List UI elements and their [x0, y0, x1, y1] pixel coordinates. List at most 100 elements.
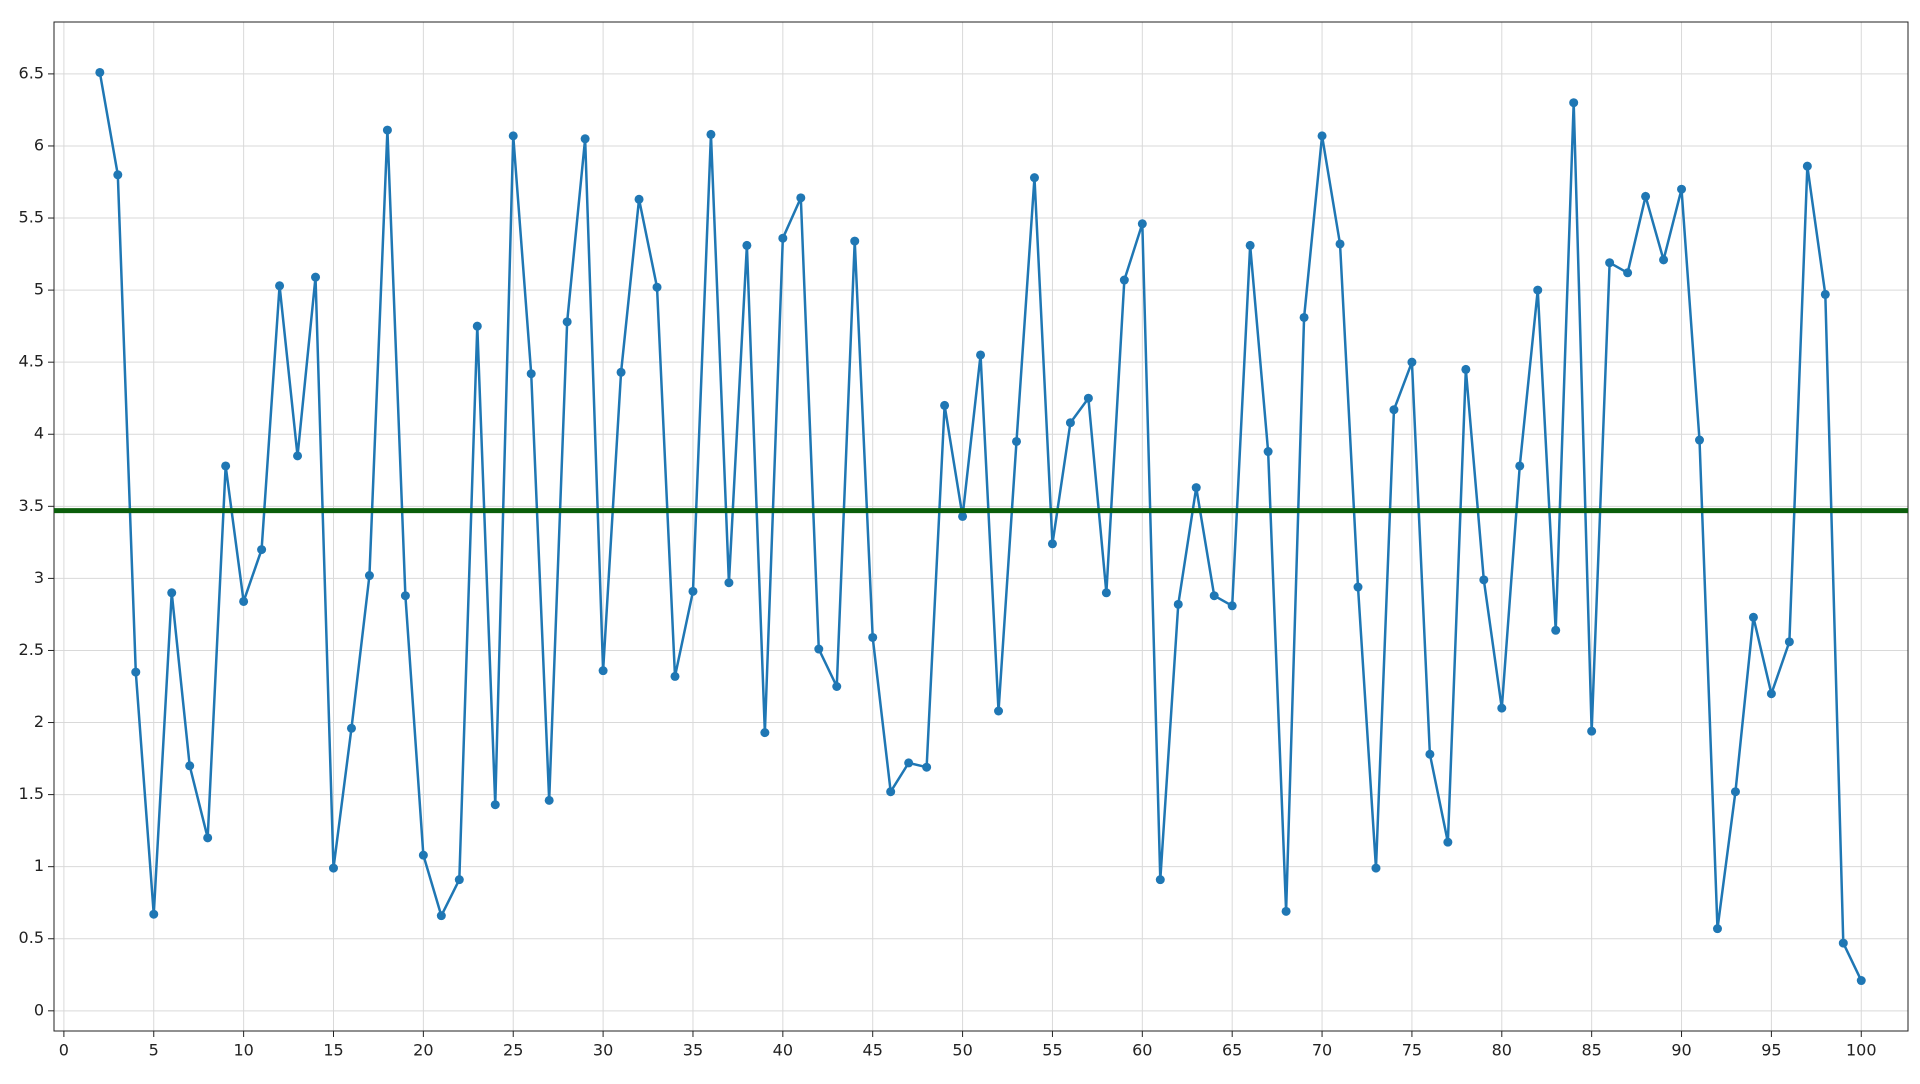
point — [1245, 240, 1255, 250]
point — [1083, 393, 1093, 403]
point — [1497, 703, 1507, 713]
point — [149, 909, 159, 919]
point — [1461, 364, 1471, 374]
point — [868, 632, 878, 642]
point — [239, 596, 249, 606]
point — [904, 758, 914, 768]
point — [221, 461, 231, 471]
point — [742, 240, 752, 250]
point — [1784, 637, 1794, 647]
point — [1479, 575, 1489, 585]
y-tick-label: 4 — [34, 424, 44, 443]
y-tick-label: 0.5 — [19, 928, 44, 947]
point — [922, 762, 932, 772]
point — [958, 511, 968, 521]
point — [1695, 435, 1705, 445]
y-tick-label: 2 — [34, 712, 44, 731]
point — [1263, 447, 1273, 457]
point — [113, 170, 123, 180]
point — [796, 193, 806, 203]
x-tick-label: 30 — [593, 1041, 613, 1060]
point — [328, 863, 338, 873]
point — [1407, 357, 1417, 367]
point — [1209, 591, 1219, 601]
point — [418, 850, 428, 860]
x-tick-label: 10 — [233, 1041, 253, 1060]
point — [1677, 184, 1687, 194]
x-tick-label: 0 — [59, 1041, 69, 1060]
point — [490, 800, 500, 810]
point — [1227, 601, 1237, 611]
x-tick-label: 65 — [1222, 1041, 1242, 1060]
y-tick-label: 6.5 — [19, 63, 44, 82]
x-tick-label: 100 — [1846, 1041, 1877, 1060]
point — [131, 667, 141, 677]
point — [1748, 612, 1758, 622]
point — [670, 671, 680, 681]
point — [436, 911, 446, 921]
point — [1641, 191, 1651, 201]
point — [1353, 582, 1363, 592]
point — [1551, 625, 1561, 635]
point — [185, 761, 195, 771]
x-tick-label: 70 — [1312, 1041, 1332, 1060]
point — [346, 723, 356, 733]
point — [1065, 418, 1075, 428]
point — [634, 194, 644, 204]
x-tick-label: 25 — [503, 1041, 523, 1060]
point — [1173, 599, 1183, 609]
point — [1371, 863, 1381, 873]
point — [850, 236, 860, 246]
point — [976, 350, 986, 360]
point — [1533, 285, 1543, 295]
point — [1820, 289, 1830, 299]
point — [1659, 255, 1669, 265]
point — [706, 129, 716, 139]
y-tick-label: 5 — [34, 280, 44, 299]
point — [616, 367, 626, 377]
y-tick-label: 2.5 — [19, 640, 44, 659]
x-tick-label: 55 — [1042, 1041, 1062, 1060]
point — [1389, 405, 1399, 415]
point — [1730, 787, 1740, 797]
y-tick-label: 5.5 — [19, 208, 44, 227]
y-tick-label: 1.5 — [19, 784, 44, 803]
point — [1119, 275, 1129, 285]
point — [1047, 539, 1057, 549]
x-tick-label: 90 — [1671, 1041, 1691, 1060]
point — [167, 588, 177, 598]
point — [311, 272, 321, 282]
point — [526, 369, 536, 379]
x-tick-label: 35 — [683, 1041, 703, 1060]
point — [940, 400, 950, 410]
x-tick-label: 5 — [149, 1041, 159, 1060]
x-tick-label: 75 — [1402, 1041, 1422, 1060]
point — [832, 681, 842, 691]
point — [1425, 749, 1435, 759]
point — [95, 67, 105, 77]
x-tick-label: 85 — [1581, 1041, 1601, 1060]
point — [1838, 938, 1848, 948]
point — [1623, 268, 1633, 278]
point — [1335, 239, 1345, 249]
x-tick-label: 80 — [1492, 1041, 1512, 1060]
point — [1299, 312, 1309, 322]
point — [257, 545, 267, 555]
point — [400, 591, 410, 601]
point — [1569, 98, 1579, 108]
plot-frame — [53, 21, 1909, 1032]
x-tick-label: 50 — [952, 1041, 972, 1060]
point — [1515, 461, 1525, 471]
y-tick-label: 3.5 — [19, 496, 44, 515]
point — [1317, 131, 1327, 141]
x-tick-label: 45 — [863, 1041, 883, 1060]
y-tick-label: 3 — [34, 568, 44, 587]
point — [886, 787, 896, 797]
point — [760, 728, 770, 738]
point — [562, 317, 572, 327]
x-tick-label: 15 — [323, 1041, 343, 1060]
x-tick-label: 40 — [773, 1041, 793, 1060]
point — [1766, 689, 1776, 699]
point — [1712, 924, 1722, 934]
